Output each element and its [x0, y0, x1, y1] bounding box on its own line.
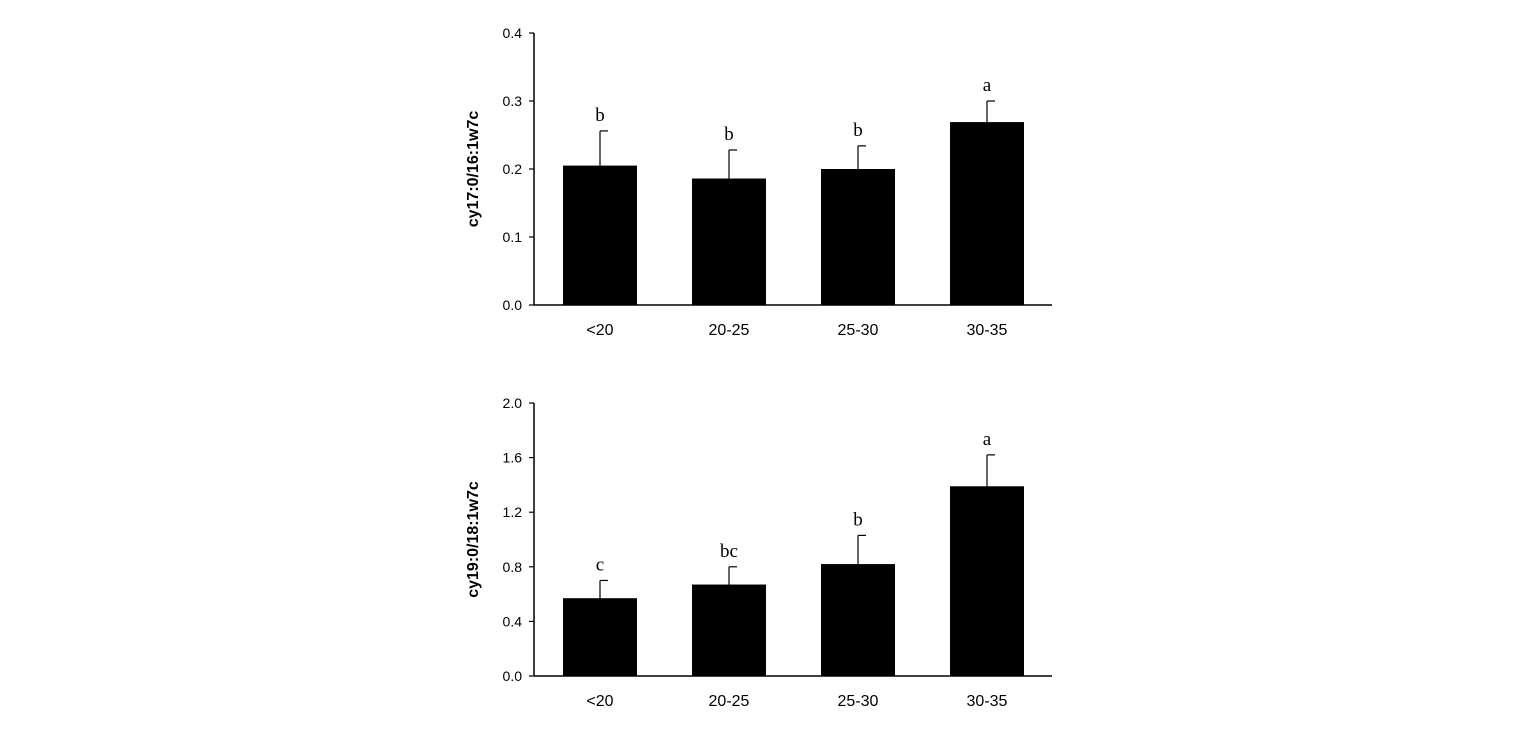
significance-label-3: b [853, 120, 863, 141]
significance-label-1: b [595, 105, 605, 126]
chart-panel-top: b <20 b 20-25 b 25-30 a 30-35 0.0 0.1 0.2 0.3 0.4 cy1… [465, 25, 1052, 339]
y-tick-label-3: 0.8 [503, 559, 523, 575]
y-tick-label-1: 0.0 [503, 297, 523, 313]
y-tick-label-3: 0.2 [503, 161, 523, 177]
x-tick-label-3: 25-30 [838, 693, 879, 710]
bar-3 [821, 564, 895, 676]
bar-1 [563, 165, 637, 305]
x-tick-label-1: <20 [586, 693, 613, 710]
bar-2 [692, 584, 766, 676]
significance-label-2: bc [720, 541, 738, 562]
bar-3 [821, 169, 895, 305]
x-tick-label-1: <20 [586, 322, 613, 339]
y-axis-title: cy17:0/16:1w7c [465, 111, 482, 228]
x-tick-label-4: 30-35 [967, 322, 1008, 339]
bar-4 [950, 122, 1024, 305]
y-axis-title: cy19:0/18:1w7c [465, 481, 482, 598]
y-tick-label-2: 0.1 [503, 229, 523, 245]
significance-label-2: b [724, 124, 734, 145]
x-tick-label-2: 20-25 [709, 693, 750, 710]
y-tick-label-1: 0.0 [503, 668, 523, 684]
y-tick-label-5: 1.6 [503, 450, 523, 466]
x-tick-label-4: 30-35 [967, 693, 1008, 710]
significance-label-1: c [596, 554, 604, 575]
y-tick-label-5: 0.4 [503, 25, 523, 41]
y-tick-label-4: 1.2 [503, 504, 523, 520]
significance-label-3: b [853, 509, 863, 530]
bar-1 [563, 598, 637, 676]
y-tick-label-2: 0.4 [503, 613, 523, 629]
y-tick-label-4: 0.3 [503, 93, 523, 109]
chart-panel-bottom: c <20 bc 20-25 b 25-30 a 30-35 0.0 0.4 0.8 1.2 1.6 2.… [465, 395, 1052, 710]
x-tick-label-2: 20-25 [709, 322, 750, 339]
bar-4 [950, 486, 1024, 676]
y-tick-label-6: 2.0 [503, 395, 523, 411]
bar-2 [692, 178, 766, 305]
significance-label-4: a [983, 75, 992, 96]
x-tick-label-3: 25-30 [838, 322, 879, 339]
significance-label-4: a [983, 429, 992, 450]
